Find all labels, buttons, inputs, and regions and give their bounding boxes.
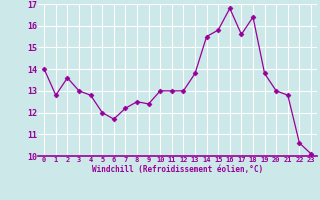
X-axis label: Windchill (Refroidissement éolien,°C): Windchill (Refroidissement éolien,°C)	[92, 165, 263, 174]
